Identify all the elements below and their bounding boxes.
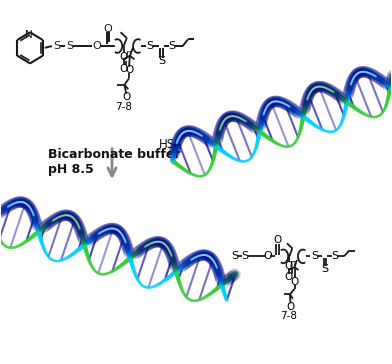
Text: S: S bbox=[241, 251, 249, 261]
Text: O: O bbox=[285, 272, 293, 282]
Text: S: S bbox=[158, 56, 165, 66]
Text: HS: HS bbox=[159, 138, 175, 151]
Text: O: O bbox=[122, 92, 131, 102]
Text: O: O bbox=[285, 261, 293, 271]
Text: O: O bbox=[103, 24, 112, 34]
Text: S: S bbox=[169, 41, 176, 51]
Text: O: O bbox=[287, 302, 295, 312]
Text: O: O bbox=[93, 41, 102, 51]
Text: S: S bbox=[311, 251, 318, 261]
Text: n: n bbox=[126, 49, 132, 59]
Text: 7-8: 7-8 bbox=[115, 102, 132, 112]
Text: n: n bbox=[290, 259, 296, 269]
Text: O: O bbox=[120, 52, 128, 62]
Text: S: S bbox=[232, 251, 239, 261]
Text: O: O bbox=[274, 236, 282, 245]
Text: 7-8: 7-8 bbox=[281, 311, 298, 321]
Text: O: O bbox=[263, 251, 272, 261]
Text: O: O bbox=[125, 65, 133, 75]
Text: S: S bbox=[147, 41, 154, 51]
Text: S: S bbox=[321, 264, 328, 274]
Text: Bicarbonate buffer
pH 8.5: Bicarbonate buffer pH 8.5 bbox=[47, 148, 180, 176]
Text: O: O bbox=[290, 277, 299, 287]
Text: S: S bbox=[331, 251, 338, 261]
Text: S: S bbox=[67, 41, 74, 51]
Text: S: S bbox=[53, 41, 60, 51]
Text: N: N bbox=[25, 29, 33, 40]
Text: O: O bbox=[120, 63, 128, 74]
